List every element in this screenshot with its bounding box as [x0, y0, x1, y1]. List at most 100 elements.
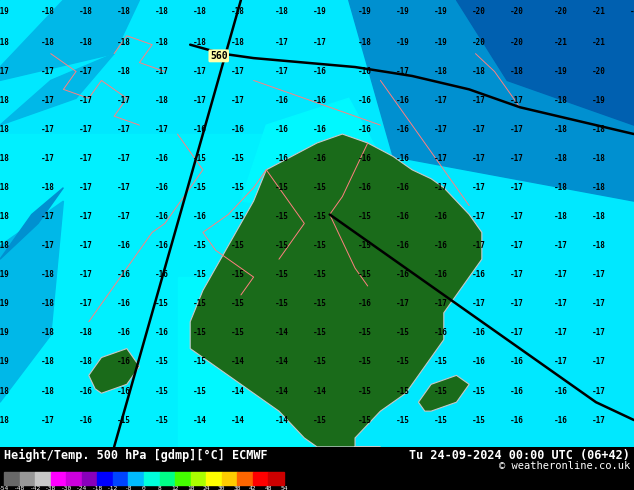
Bar	[268, 472, 284, 485]
Text: -18: -18	[592, 125, 606, 134]
Text: -16: -16	[313, 125, 327, 134]
Text: -18: -18	[592, 212, 606, 221]
Text: -17: -17	[554, 358, 568, 367]
Bar	[51, 472, 66, 485]
Text: -19: -19	[0, 328, 10, 338]
Text: -17: -17	[434, 299, 448, 308]
Text: -18: -18	[0, 416, 10, 424]
Text: 0: 0	[142, 486, 146, 490]
Text: -18: -18	[0, 387, 10, 395]
Text: -17: -17	[510, 212, 524, 221]
Text: -17: -17	[510, 270, 524, 279]
Text: -16: -16	[396, 212, 410, 221]
Text: -16: -16	[79, 416, 93, 424]
Polygon shape	[0, 53, 114, 125]
Text: 48: 48	[264, 486, 272, 490]
Text: -16: -16	[117, 270, 131, 279]
Text: -18: -18	[41, 328, 55, 338]
Text: -18: -18	[79, 38, 93, 47]
Text: -16: -16	[358, 299, 372, 308]
Text: -16: -16	[358, 125, 372, 134]
Text: -19: -19	[396, 7, 410, 16]
Text: -18: -18	[231, 38, 245, 47]
Text: -19: -19	[0, 270, 10, 279]
Text: -16: -16	[313, 96, 327, 105]
Bar	[35, 472, 51, 485]
Text: Height/Temp. 500 hPa [gdmp][°C] ECMWF: Height/Temp. 500 hPa [gdmp][°C] ECMWF	[4, 449, 268, 462]
Text: -18: -18	[0, 154, 10, 163]
Text: -17: -17	[79, 241, 93, 250]
Text: -17: -17	[510, 125, 524, 134]
Text: -18: -18	[41, 183, 55, 192]
Text: -17: -17	[434, 183, 448, 192]
Text: -21: -21	[554, 38, 568, 47]
Text: -16: -16	[358, 183, 372, 192]
Text: -17: -17	[117, 183, 131, 192]
Bar	[129, 472, 144, 485]
Bar	[253, 472, 268, 485]
Text: -16: -16	[193, 125, 207, 134]
Text: -16: -16	[396, 270, 410, 279]
Text: -38: -38	[45, 486, 56, 490]
Text: -17: -17	[554, 299, 568, 308]
Text: -18: -18	[510, 67, 524, 76]
Text: -20: -20	[554, 7, 568, 16]
Text: -54: -54	[0, 486, 10, 490]
Text: -16: -16	[117, 358, 131, 367]
Text: -15: -15	[313, 299, 327, 308]
Text: -16: -16	[554, 416, 568, 424]
Text: -18: -18	[155, 96, 169, 105]
Text: -14: -14	[275, 358, 289, 367]
Text: -15: -15	[155, 387, 169, 395]
Text: -18: -18	[79, 358, 93, 367]
Text: -16: -16	[358, 96, 372, 105]
Text: -19: -19	[554, 67, 568, 76]
Text: -16: -16	[117, 299, 131, 308]
Text: -16: -16	[117, 328, 131, 338]
Text: -17: -17	[41, 96, 55, 105]
Text: -16: -16	[472, 270, 486, 279]
Text: -16: -16	[510, 387, 524, 395]
Text: -18: -18	[117, 38, 131, 47]
Text: -16: -16	[313, 154, 327, 163]
Text: -14: -14	[193, 416, 207, 424]
Text: -15: -15	[396, 387, 410, 395]
Text: -17: -17	[0, 67, 10, 76]
Text: -17: -17	[472, 212, 486, 221]
Text: -17: -17	[79, 212, 93, 221]
Text: -15: -15	[396, 328, 410, 338]
Text: -16: -16	[155, 270, 169, 279]
Text: -16: -16	[275, 96, 289, 105]
Text: -19: -19	[313, 7, 327, 16]
Text: -18: -18	[554, 183, 568, 192]
Text: -16: -16	[396, 154, 410, 163]
Text: -15: -15	[193, 183, 207, 192]
Text: -21: -21	[630, 7, 634, 16]
Text: -15: -15	[396, 358, 410, 367]
Polygon shape	[178, 277, 349, 447]
Text: -20: -20	[592, 67, 606, 76]
Text: -19: -19	[396, 38, 410, 47]
Polygon shape	[456, 0, 634, 125]
Text: -20: -20	[510, 7, 524, 16]
Text: -16: -16	[358, 67, 372, 76]
Text: -16: -16	[155, 212, 169, 221]
Text: -15: -15	[193, 299, 207, 308]
Text: -15: -15	[313, 328, 327, 338]
Text: -18: -18	[358, 38, 372, 47]
Text: -17: -17	[193, 96, 207, 105]
Text: -17: -17	[79, 96, 93, 105]
Text: -12: -12	[107, 486, 119, 490]
Text: -16: -16	[472, 358, 486, 367]
Text: -48: -48	[14, 486, 25, 490]
Text: -14: -14	[231, 358, 245, 367]
Text: -15: -15	[472, 416, 486, 424]
Text: -18: -18	[155, 7, 169, 16]
Text: -16: -16	[79, 387, 93, 395]
Text: -18: -18	[592, 183, 606, 192]
Text: -15: -15	[313, 358, 327, 367]
Bar	[66, 472, 82, 485]
Text: 8: 8	[158, 486, 162, 490]
Text: -16: -16	[396, 96, 410, 105]
Text: -17: -17	[275, 67, 289, 76]
